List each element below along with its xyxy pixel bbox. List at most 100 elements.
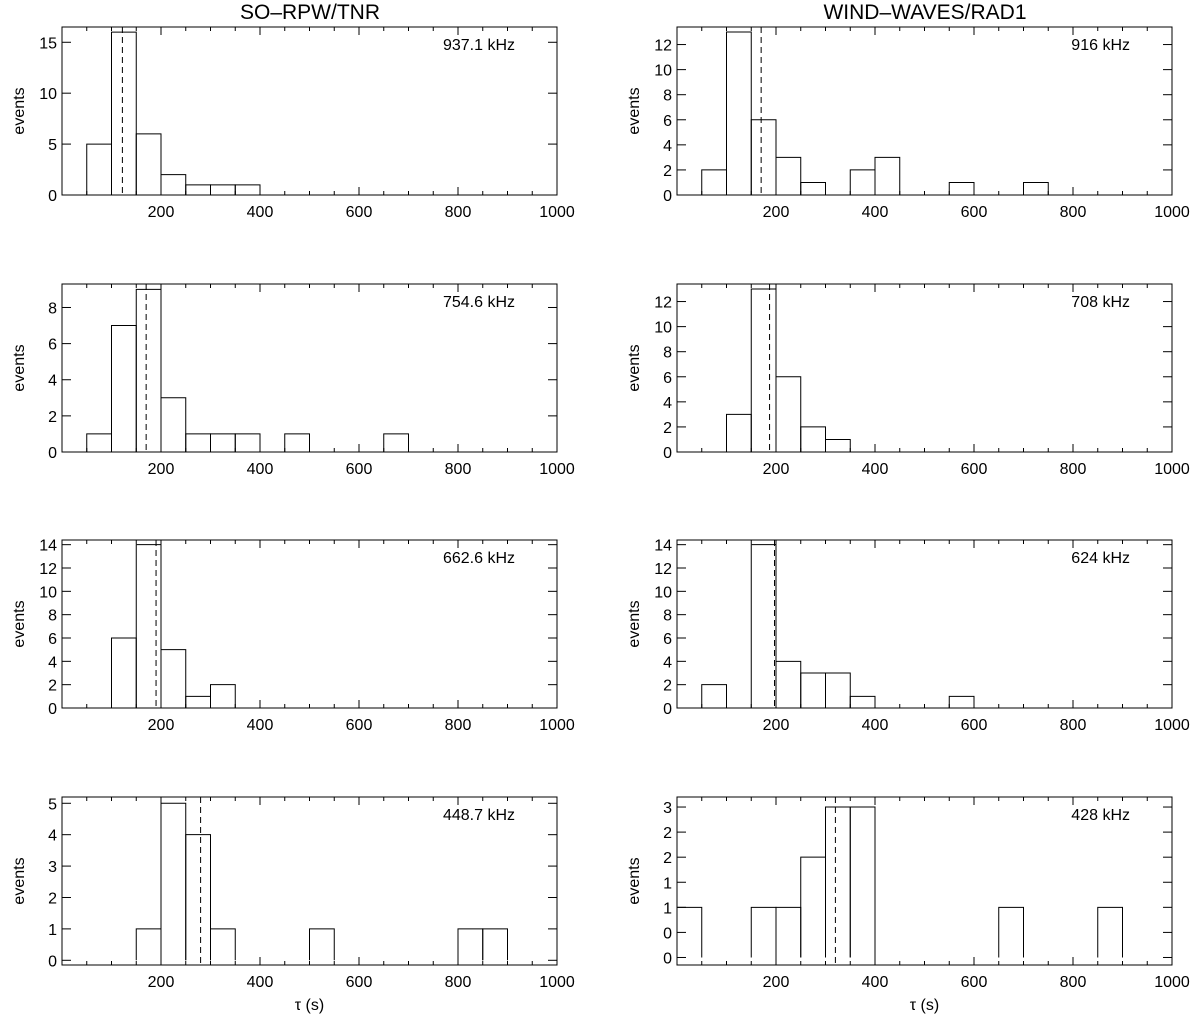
y-tick-label: 4 xyxy=(663,395,672,412)
histogram-bar xyxy=(800,426,826,452)
y-tick-label: 6 xyxy=(663,631,672,648)
y-tick-label: 12 xyxy=(654,38,672,55)
y-tick-label: 8 xyxy=(48,300,57,317)
panel-3: 200 400 600 800 1000 0 2 4 6 8 10 12 events 708 kHz xyxy=(626,283,1190,478)
frequency-label: 708 kHz xyxy=(1071,294,1130,311)
histogram-bar xyxy=(775,376,802,452)
y-tick-label: 1 xyxy=(663,875,672,892)
y-tick-label: 2 xyxy=(48,678,57,695)
frequency-label: 448.7 kHz xyxy=(443,807,515,824)
histogram-bar xyxy=(111,31,137,195)
y-tick-label: 8 xyxy=(48,608,57,625)
y-axis-label: events xyxy=(626,344,643,391)
y-tick-label: 0 xyxy=(48,445,57,462)
histogram-bar xyxy=(825,806,851,958)
y-tick-label: 10 xyxy=(654,320,672,337)
column-title-right: WIND–WAVES/RAD1 xyxy=(823,1,1027,24)
x-tick-label: 400 xyxy=(247,461,274,478)
y-tick-label: 0 xyxy=(663,188,672,205)
x-tick-label: 1000 xyxy=(539,717,575,734)
histogram-bar xyxy=(135,928,162,961)
histogram-bar xyxy=(726,31,752,195)
histogram-bar xyxy=(284,433,310,452)
y-axis-label: events xyxy=(11,857,28,904)
x-tick-label: 800 xyxy=(1060,974,1087,991)
y-axis-label: events xyxy=(626,600,643,647)
y-tick-label: 14 xyxy=(654,538,672,555)
histogram-bar xyxy=(849,169,876,195)
frequency-label: 624 kHz xyxy=(1071,550,1130,567)
x-tick-label: 600 xyxy=(961,204,988,221)
x-tick-label: 600 xyxy=(346,974,373,991)
histogram-bar xyxy=(457,928,484,961)
histogram-bar xyxy=(726,413,752,452)
y-tick-label: 1 xyxy=(663,900,672,917)
y-tick-label: 4 xyxy=(663,138,672,155)
histogram-bar xyxy=(160,397,187,452)
histogram-bar xyxy=(849,806,876,958)
histogram-bar xyxy=(185,433,211,452)
frequency-label: 428 kHz xyxy=(1071,807,1130,824)
x-tick-label: 1000 xyxy=(539,204,575,221)
y-tick-label: 0 xyxy=(48,953,57,970)
histogram-bar xyxy=(234,184,261,195)
y-tick-label: 2 xyxy=(663,420,672,437)
y-axis-label: events xyxy=(11,344,28,391)
y-tick-label: 0 xyxy=(663,445,672,462)
histogram-bar xyxy=(1023,181,1049,195)
x-tick-label: 200 xyxy=(148,204,175,221)
y-tick-label: 8 xyxy=(663,345,672,362)
histogram-bar xyxy=(309,928,335,961)
y-axis-label: events xyxy=(626,857,643,904)
x-tick-label: 200 xyxy=(763,717,790,734)
x-tick-label: 800 xyxy=(1060,717,1087,734)
histogram-bar xyxy=(210,684,236,708)
histogram-bar xyxy=(111,637,137,708)
x-tick-label: 200 xyxy=(763,974,790,991)
y-tick-label: 6 xyxy=(48,631,57,648)
histogram-bar xyxy=(210,433,236,452)
y-tick-label: 1 xyxy=(48,922,57,939)
x-tick-label: 800 xyxy=(445,717,472,734)
histogram-bar xyxy=(825,438,851,452)
histogram-bar xyxy=(160,174,187,195)
histogram-bar xyxy=(750,906,777,958)
x-tick-label: 400 xyxy=(862,204,889,221)
y-tick-label: 2 xyxy=(663,825,672,842)
x-tick-label: 600 xyxy=(961,717,988,734)
x-tick-label: 400 xyxy=(862,974,889,991)
y-tick-label: 10 xyxy=(654,63,672,80)
histogram-bar xyxy=(210,928,236,961)
y-tick-label: 12 xyxy=(39,561,57,578)
x-tick-label: 400 xyxy=(247,974,274,991)
x-tick-label: 200 xyxy=(148,974,175,991)
y-axis-label: events xyxy=(11,87,28,134)
histogram-bar xyxy=(1097,906,1123,958)
y-tick-label: 2 xyxy=(48,890,57,907)
histogram-bar xyxy=(234,433,261,452)
y-axis-label: events xyxy=(11,600,28,647)
panel-2: 200 400 600 800 1000 0 2 4 6 8 events 754.6 kHz xyxy=(11,283,575,478)
y-tick-label: 4 xyxy=(48,828,57,845)
y-tick-label: 3 xyxy=(663,800,672,817)
x-tick-label: 600 xyxy=(346,204,373,221)
histogram-bar xyxy=(800,856,826,958)
y-tick-label: 8 xyxy=(663,608,672,625)
histogram-bar xyxy=(775,156,802,195)
histogram-bar xyxy=(775,906,802,958)
panel-0: 200 400 600 800 1000 0 5 10 15 events 937.1 kHz xyxy=(11,26,575,221)
panel-6: 200 400 600 800 1000 0 1 2 3 4 5 events 448.7 kHz τ (… xyxy=(11,796,575,1014)
x-tick-label: 1000 xyxy=(1154,974,1190,991)
y-axis-label: events xyxy=(626,87,643,134)
x-tick-label: 800 xyxy=(445,204,472,221)
histogram-bar xyxy=(701,684,727,708)
histogram-bar xyxy=(135,133,162,195)
y-tick-label: 10 xyxy=(39,86,57,103)
x-tick-label: 600 xyxy=(961,974,988,991)
y-tick-label: 2 xyxy=(663,850,672,867)
histogram-bar xyxy=(750,119,777,195)
histogram-bar xyxy=(160,649,187,708)
histogram-bar xyxy=(135,288,162,452)
